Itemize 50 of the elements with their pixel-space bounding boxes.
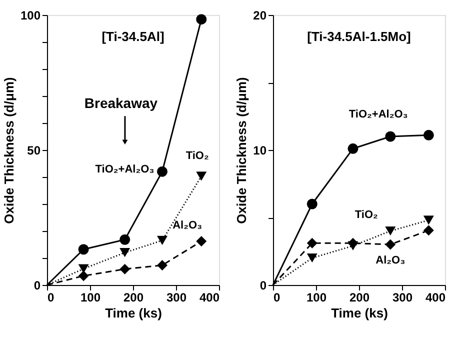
series-label: TiO₂+Al₂O₃ — [348, 108, 408, 120]
y-tick-label: 0 — [34, 278, 41, 292]
point — [120, 264, 130, 274]
text: [Ti-34.5Al] — [102, 29, 164, 44]
x-axis-title: Time (ks) — [105, 306, 162, 320]
x-tick-label: 200 — [123, 290, 144, 304]
x-tick-label: 300 — [166, 290, 187, 304]
y-tick-label: 0 — [260, 278, 267, 292]
x-tick-label: 200 — [349, 290, 370, 304]
x-tick-label: 400 — [199, 290, 220, 304]
annotation: Breakaway — [84, 95, 158, 112]
point — [423, 216, 434, 225]
y-tick-label: 20 — [253, 8, 267, 22]
point — [423, 225, 434, 236]
point — [348, 143, 358, 154]
point — [385, 239, 396, 250]
point — [306, 253, 318, 263]
point — [196, 236, 207, 247]
series-label: TiO₂ — [186, 150, 209, 162]
x-tick-label: 100 — [80, 290, 101, 304]
point — [120, 234, 130, 245]
y-axis-title: Oxide Thickness (d/μm) — [234, 77, 250, 224]
point — [78, 244, 89, 255]
point — [306, 198, 318, 210]
y-tick-label: 50 — [27, 144, 41, 158]
x-tick-label: 100 — [306, 290, 327, 304]
point — [156, 260, 168, 271]
x-tick-label: 0 — [274, 290, 280, 304]
y-axis-title: Oxide Thickness (d/μm) — [1, 77, 16, 224]
x-axis-title: Time (ks) — [331, 306, 388, 320]
point — [156, 166, 168, 177]
point — [306, 238, 318, 248]
series-label: TiO₂+Al₂O₃ — [95, 164, 154, 176]
point — [423, 130, 434, 140]
y-tick-label: 100 — [20, 8, 41, 22]
x-tick-label: 300 — [392, 290, 413, 304]
point — [156, 236, 168, 245]
point — [196, 14, 207, 25]
series-label: Al₂O₃ — [172, 219, 202, 232]
text: [Ti-34.5Al-1.5Mo] — [307, 29, 411, 44]
point — [196, 172, 207, 181]
series-label: Al₂O₃ — [376, 254, 406, 266]
point — [385, 131, 396, 142]
point — [120, 248, 130, 258]
y-tick-label: 10 — [253, 144, 267, 158]
point — [385, 226, 396, 236]
point — [78, 270, 89, 282]
x-tick-label: 0 — [48, 290, 54, 304]
series-label: TiO₂ — [354, 209, 378, 221]
x-tick-label: 400 — [425, 290, 446, 304]
